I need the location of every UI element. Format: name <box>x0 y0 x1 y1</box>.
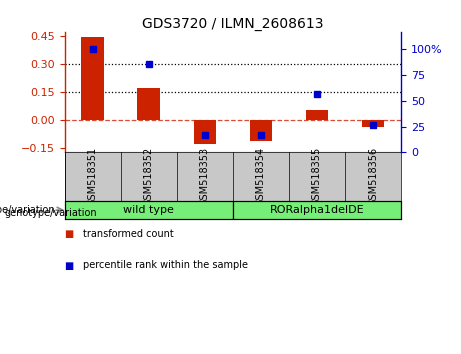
Text: GSM518353: GSM518353 <box>200 147 210 206</box>
Bar <box>137 87 160 120</box>
Title: GDS3720 / ILMN_2608613: GDS3720 / ILMN_2608613 <box>142 17 324 31</box>
Text: wild type: wild type <box>123 205 174 215</box>
Text: percentile rank within the sample: percentile rank within the sample <box>83 261 248 270</box>
Text: GSM518352: GSM518352 <box>144 147 154 206</box>
Bar <box>306 110 328 120</box>
Text: GSM518354: GSM518354 <box>256 147 266 206</box>
Bar <box>250 120 272 141</box>
Text: ■: ■ <box>65 229 74 239</box>
Text: GSM518355: GSM518355 <box>312 147 322 206</box>
Bar <box>82 38 104 120</box>
Bar <box>233 201 401 219</box>
Text: genotype/variation: genotype/variation <box>0 205 55 215</box>
Bar <box>194 120 216 144</box>
Bar <box>362 120 384 127</box>
Text: transformed count: transformed count <box>83 229 174 239</box>
Text: genotype/variation: genotype/variation <box>5 208 97 218</box>
Text: GSM518351: GSM518351 <box>88 147 98 206</box>
Text: GSM518356: GSM518356 <box>368 147 378 206</box>
Text: ■: ■ <box>65 261 74 270</box>
Bar <box>65 201 233 219</box>
Text: RORalpha1delDE: RORalpha1delDE <box>270 205 364 215</box>
